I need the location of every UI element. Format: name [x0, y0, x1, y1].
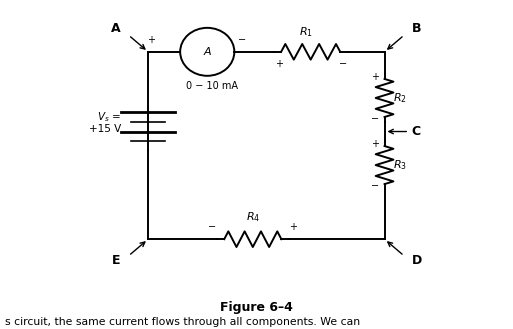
Text: +: +: [289, 222, 298, 232]
Text: 0 − 10 mA: 0 − 10 mA: [186, 81, 238, 91]
Text: A: A: [111, 21, 121, 35]
Text: −: −: [370, 181, 379, 191]
Text: −: −: [370, 114, 379, 124]
Text: +15 V: +15 V: [89, 124, 121, 134]
Text: A: A: [204, 47, 211, 57]
Text: +: +: [274, 59, 283, 69]
Text: $R_2$: $R_2$: [393, 91, 407, 105]
Text: −: −: [238, 35, 246, 45]
Text: +: +: [370, 72, 379, 82]
Text: −: −: [208, 222, 216, 232]
Text: E: E: [112, 254, 121, 267]
Text: Figure 6–4: Figure 6–4: [220, 301, 293, 314]
Text: s circuit, the same current flows through all components. We can: s circuit, the same current flows throug…: [5, 317, 360, 327]
Text: $R_1$: $R_1$: [299, 25, 313, 39]
Text: $R_4$: $R_4$: [246, 210, 260, 224]
Text: B: B: [412, 21, 421, 35]
Text: −: −: [339, 59, 347, 69]
Text: C: C: [411, 125, 421, 138]
Text: +: +: [370, 139, 379, 149]
Text: +: +: [147, 35, 154, 45]
Text: D: D: [411, 254, 422, 267]
Text: $R_3$: $R_3$: [393, 158, 407, 172]
Text: $V_s$ =: $V_s$ =: [97, 111, 121, 124]
